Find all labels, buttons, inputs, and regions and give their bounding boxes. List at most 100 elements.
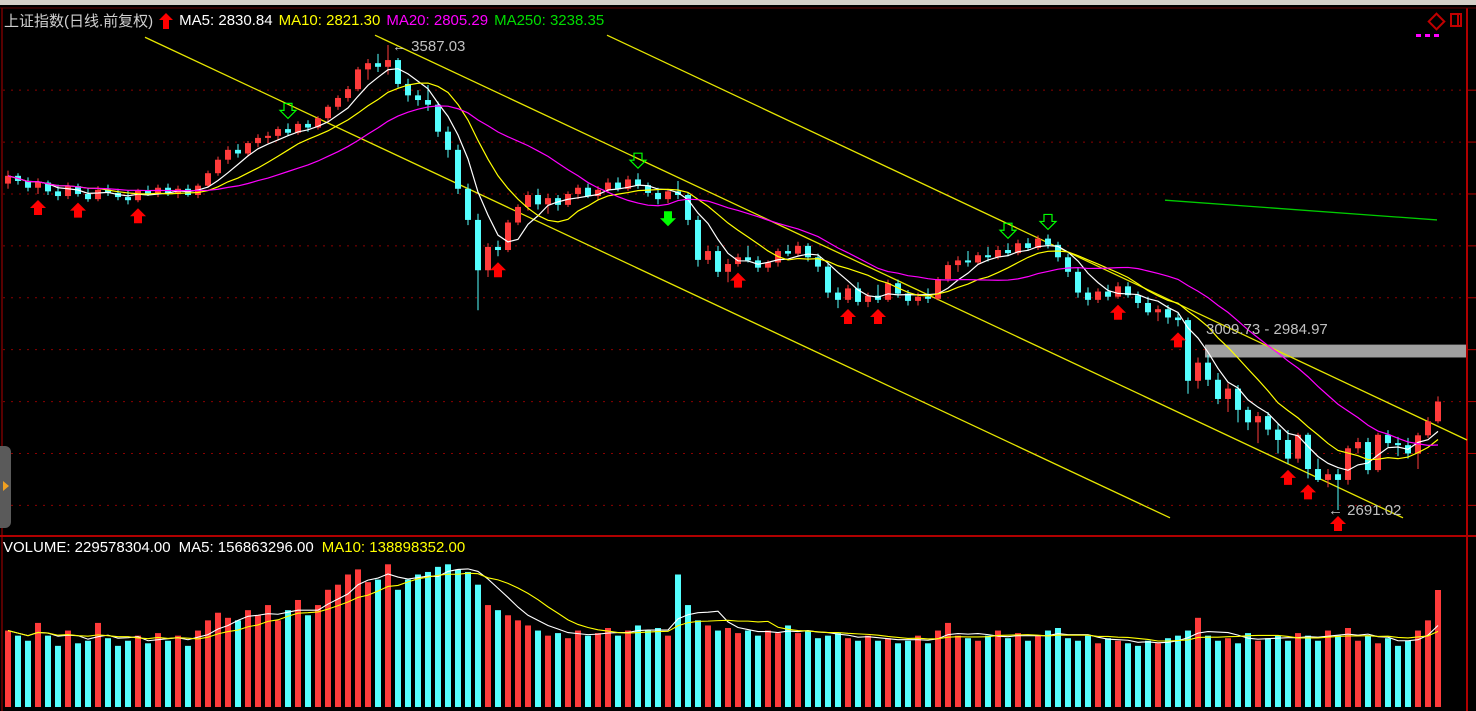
candle-body (135, 190, 141, 201)
volume-bar (1425, 620, 1431, 707)
candle-body (1355, 442, 1361, 449)
candle-body (915, 296, 921, 301)
candle-body (35, 182, 41, 188)
side-panel-toggle[interactable] (0, 446, 11, 528)
candle-body (1385, 434, 1391, 444)
candle-body (1225, 388, 1231, 399)
volume-bar (1335, 635, 1341, 707)
candle-body (1195, 362, 1201, 381)
gap-band (1205, 344, 1466, 358)
volume-bar (1185, 630, 1191, 707)
candle-body (545, 198, 551, 205)
volume-bar (635, 625, 641, 707)
volume-bar (895, 643, 901, 707)
volume-bar (965, 638, 971, 707)
volume-bar (1065, 638, 1071, 707)
candle-body (535, 195, 541, 205)
volume-bar (785, 625, 791, 707)
candle-body (335, 97, 341, 107)
candle-body (1145, 302, 1151, 313)
candle-body (575, 187, 581, 194)
more-indicator-icon[interactable] (1416, 34, 1443, 37)
buy-signal-arrow-icon (1330, 516, 1346, 532)
candle-body (205, 173, 211, 186)
volume-bar (665, 635, 671, 707)
candle-body (935, 279, 941, 299)
volume-bar (315, 605, 321, 707)
volume-bar (1405, 640, 1411, 707)
volume-bar (805, 630, 811, 707)
candle-body (1425, 421, 1431, 436)
candle-body (985, 255, 991, 258)
ma5-line (7, 68, 1439, 471)
volume-bar (975, 640, 981, 707)
volume-bar (225, 617, 231, 707)
ma5-value: MA5: 2830.84 (179, 12, 273, 29)
volume-bar (645, 630, 651, 707)
volume-bar (1275, 635, 1281, 707)
volume-bar (685, 605, 691, 707)
index-title: 上证指数(日线.前复权) (4, 13, 154, 30)
volume-bar (75, 643, 81, 707)
volume-bar (475, 584, 481, 707)
candle-body (55, 191, 61, 197)
volume-bar (1145, 640, 1151, 707)
window-layout-icon[interactable] (1450, 13, 1462, 27)
volume-bar (525, 625, 531, 707)
volume-ma10-line (7, 572, 1439, 642)
volume-bar (835, 633, 841, 707)
candle-body (465, 188, 471, 220)
candle-body (255, 137, 261, 144)
ma20-line (7, 105, 1439, 447)
volume-bar (1015, 633, 1021, 707)
candle-body (275, 129, 281, 136)
volume-bar (1395, 645, 1401, 707)
volume-bar (765, 630, 771, 707)
candle-body (765, 262, 771, 268)
candle-body (95, 189, 101, 200)
volume-ma5-value: MA5: 156863296.00 (178, 539, 314, 556)
volume-bar (995, 630, 1001, 707)
volume-bar (215, 612, 221, 707)
volume-bar (1155, 643, 1161, 707)
volume-bar (1035, 635, 1041, 707)
sell-signal-hollow-arrow-icon (998, 222, 1018, 240)
volume-bar (1125, 643, 1131, 707)
candle-body (635, 179, 641, 186)
volume-bar (145, 643, 151, 707)
volume-bar (365, 582, 371, 707)
candle-body (645, 185, 651, 193)
candle-body (1105, 291, 1111, 297)
volume-bar (955, 635, 961, 707)
candle-body (45, 182, 51, 192)
candle-body (1315, 469, 1321, 480)
volume-bar (25, 640, 31, 707)
volume-bar (1165, 638, 1171, 707)
volume-bar (565, 638, 571, 707)
volume-bar (1045, 630, 1051, 707)
volume-bar (605, 628, 611, 707)
volume-bar (845, 638, 851, 707)
candle-body (385, 60, 391, 67)
volume-bar (205, 620, 211, 707)
volume-bar (985, 635, 991, 707)
volume-bar (705, 625, 711, 707)
volume-bar (715, 630, 721, 707)
candle-body (1095, 291, 1101, 300)
candle-body (1065, 257, 1071, 272)
candle-body (965, 260, 971, 263)
volume-bar (575, 630, 581, 707)
candle-body (1285, 439, 1291, 459)
candle-body (805, 245, 811, 258)
volume-bar (585, 635, 591, 707)
sell-signal-hollow-arrow-icon (278, 102, 298, 120)
volume-bar (345, 574, 351, 707)
volume-value: VOLUME: 229578304.00 (3, 539, 171, 556)
volume-bar (335, 584, 341, 707)
candle-body (1375, 434, 1381, 471)
candle-body (485, 246, 491, 271)
volume-bar (1285, 640, 1291, 707)
volume-bar (675, 574, 681, 707)
candle-body (825, 266, 831, 293)
